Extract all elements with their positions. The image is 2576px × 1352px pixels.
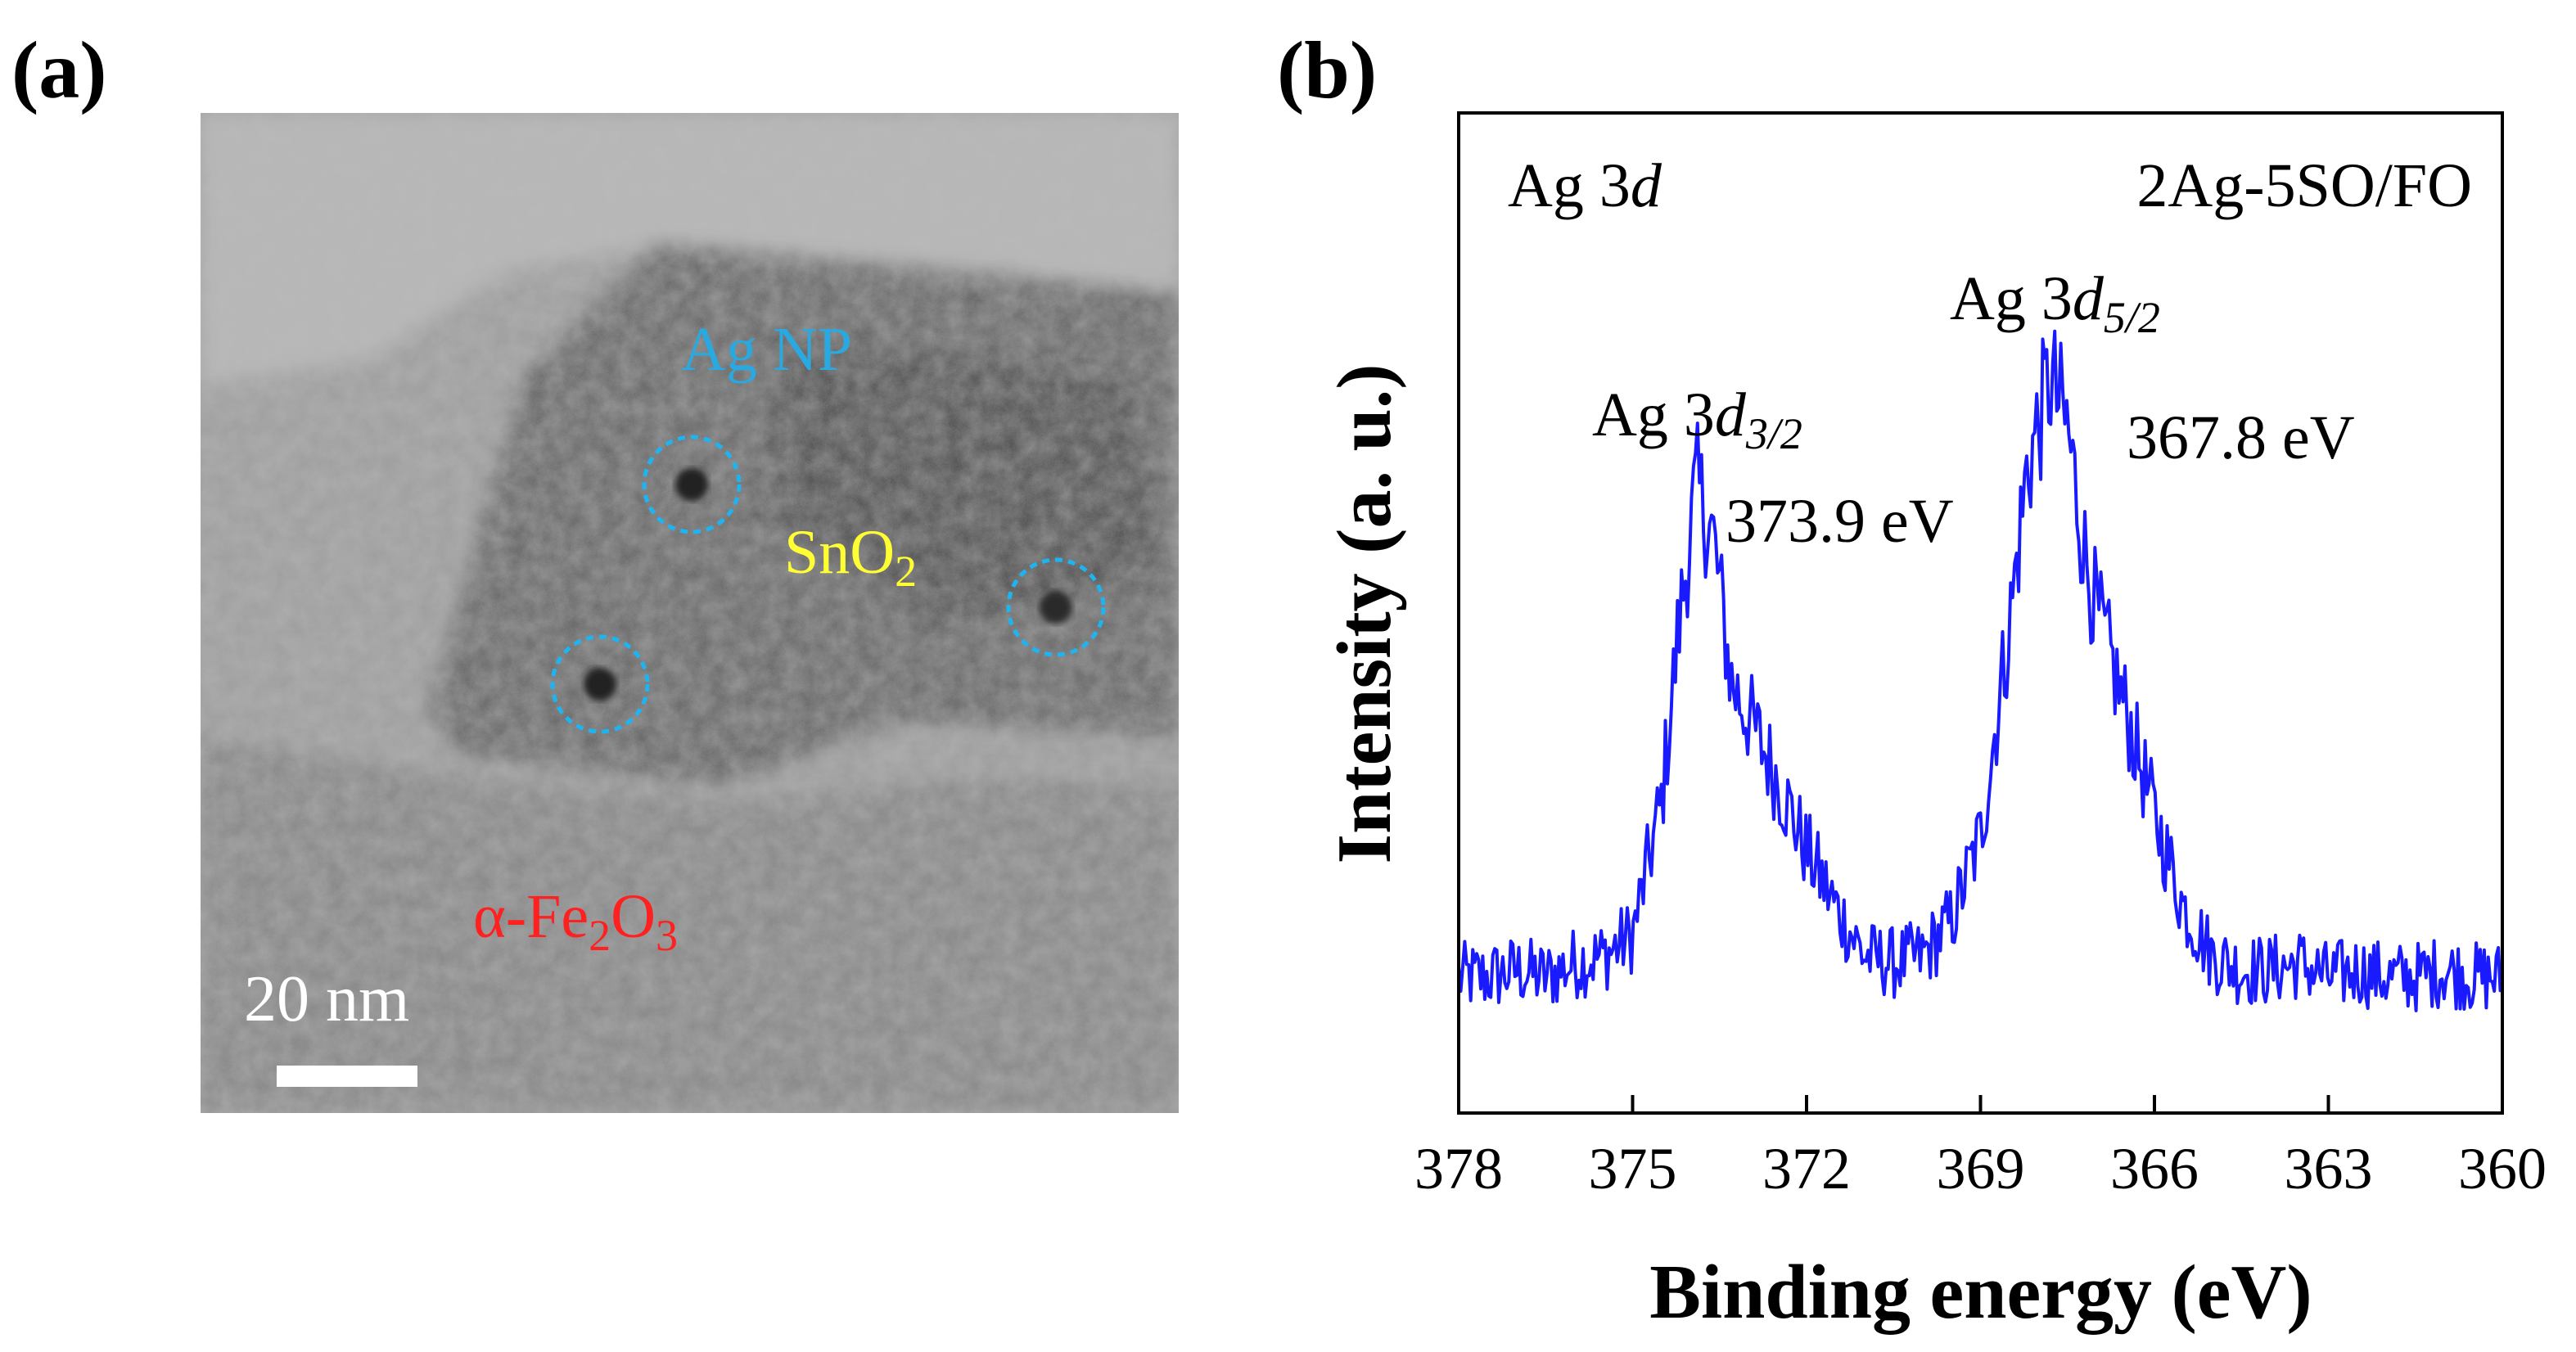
fe2o3-label: α-Fe2O3	[473, 882, 678, 960]
panel-label-a: (a)	[11, 25, 107, 115]
scale-bar-label: 20 nm	[244, 963, 409, 1035]
x-tick-label: 366	[2110, 1136, 2199, 1201]
x-tick-label: 378	[1414, 1136, 1503, 1201]
spectrum-line	[1457, 329, 2504, 1012]
ag-np-circle	[1006, 557, 1106, 657]
ag-np-circle	[550, 634, 650, 734]
sample-label: 2Ag-5SO/FO	[2136, 151, 2472, 220]
peak-energy-3d32: 373.9 eV	[1726, 487, 1954, 556]
peak-label-3d52: Ag 3d5/2	[1950, 264, 2160, 342]
scale-bar	[277, 1066, 417, 1087]
tem-micrograph: Ag NP SnO2 α-Fe2O3 20 nm	[201, 113, 1179, 1113]
peak-energy-3d52: 367.8 eV	[2127, 403, 2355, 472]
ag-np-circle	[642, 435, 742, 534]
x-tick-label: 369	[1937, 1136, 2025, 1201]
plot-area	[1457, 329, 2504, 1012]
x-tick-label: 375	[1589, 1136, 1677, 1201]
sno2-label: SnO2	[784, 518, 917, 596]
x-tick-label: 360	[2458, 1136, 2547, 1201]
y-axis-label: Intensity (a. u.)	[1322, 363, 1407, 863]
x-tick-label: 372	[1762, 1136, 1851, 1201]
ag-np-label: Ag NP	[681, 315, 852, 384]
x-axis: 378 375 372 369 366 363 360	[1414, 1095, 2547, 1201]
x-tick-label: 363	[2285, 1136, 2373, 1201]
region-label: Ag 3d	[1508, 151, 1662, 220]
x-axis-label: Binding energy (eV)	[1649, 1250, 2312, 1335]
peak-label-3d32: Ag 3d3/2	[1592, 381, 1802, 458]
panel-label-b: (b)	[1277, 25, 1378, 115]
